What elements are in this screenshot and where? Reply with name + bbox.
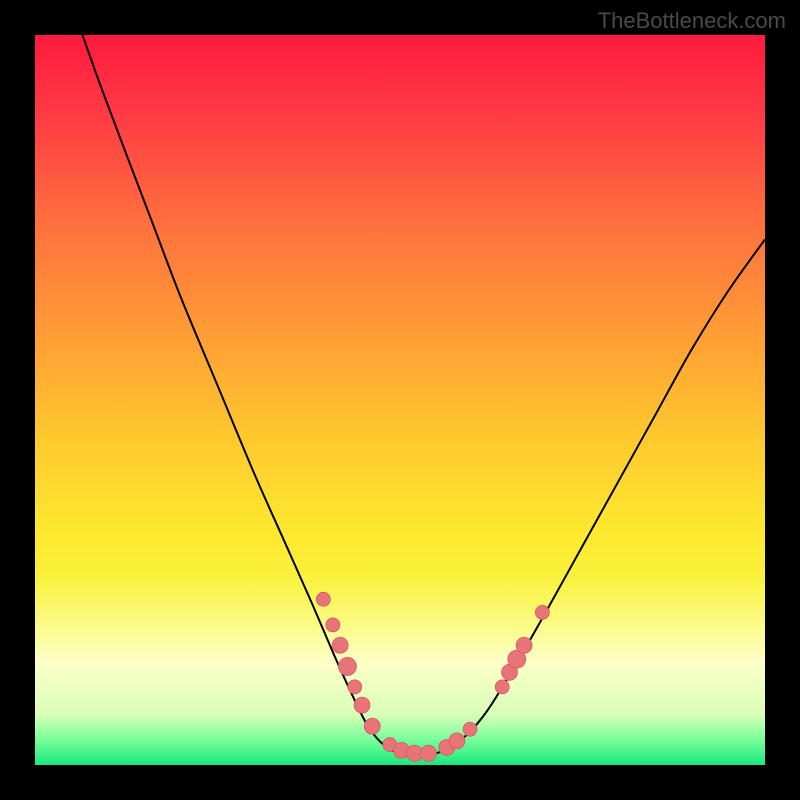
data-marker bbox=[449, 733, 465, 749]
data-marker bbox=[463, 722, 477, 736]
data-marker bbox=[495, 680, 509, 694]
data-marker bbox=[332, 637, 348, 653]
data-marker bbox=[348, 680, 362, 694]
data-marker bbox=[354, 697, 370, 713]
data-marker bbox=[516, 637, 532, 653]
data-marker bbox=[364, 718, 380, 734]
data-marker bbox=[316, 592, 330, 606]
data-marker bbox=[338, 657, 356, 675]
watermark-text: TheBottleneck.com bbox=[598, 8, 786, 34]
curve-layer bbox=[35, 35, 765, 765]
data-marker bbox=[420, 745, 436, 761]
chart-container: TheBottleneck.com bbox=[0, 0, 800, 800]
bottleneck-curve bbox=[82, 35, 765, 756]
plot-area bbox=[35, 35, 765, 765]
data-marker bbox=[535, 605, 549, 619]
data-marker bbox=[326, 618, 340, 632]
